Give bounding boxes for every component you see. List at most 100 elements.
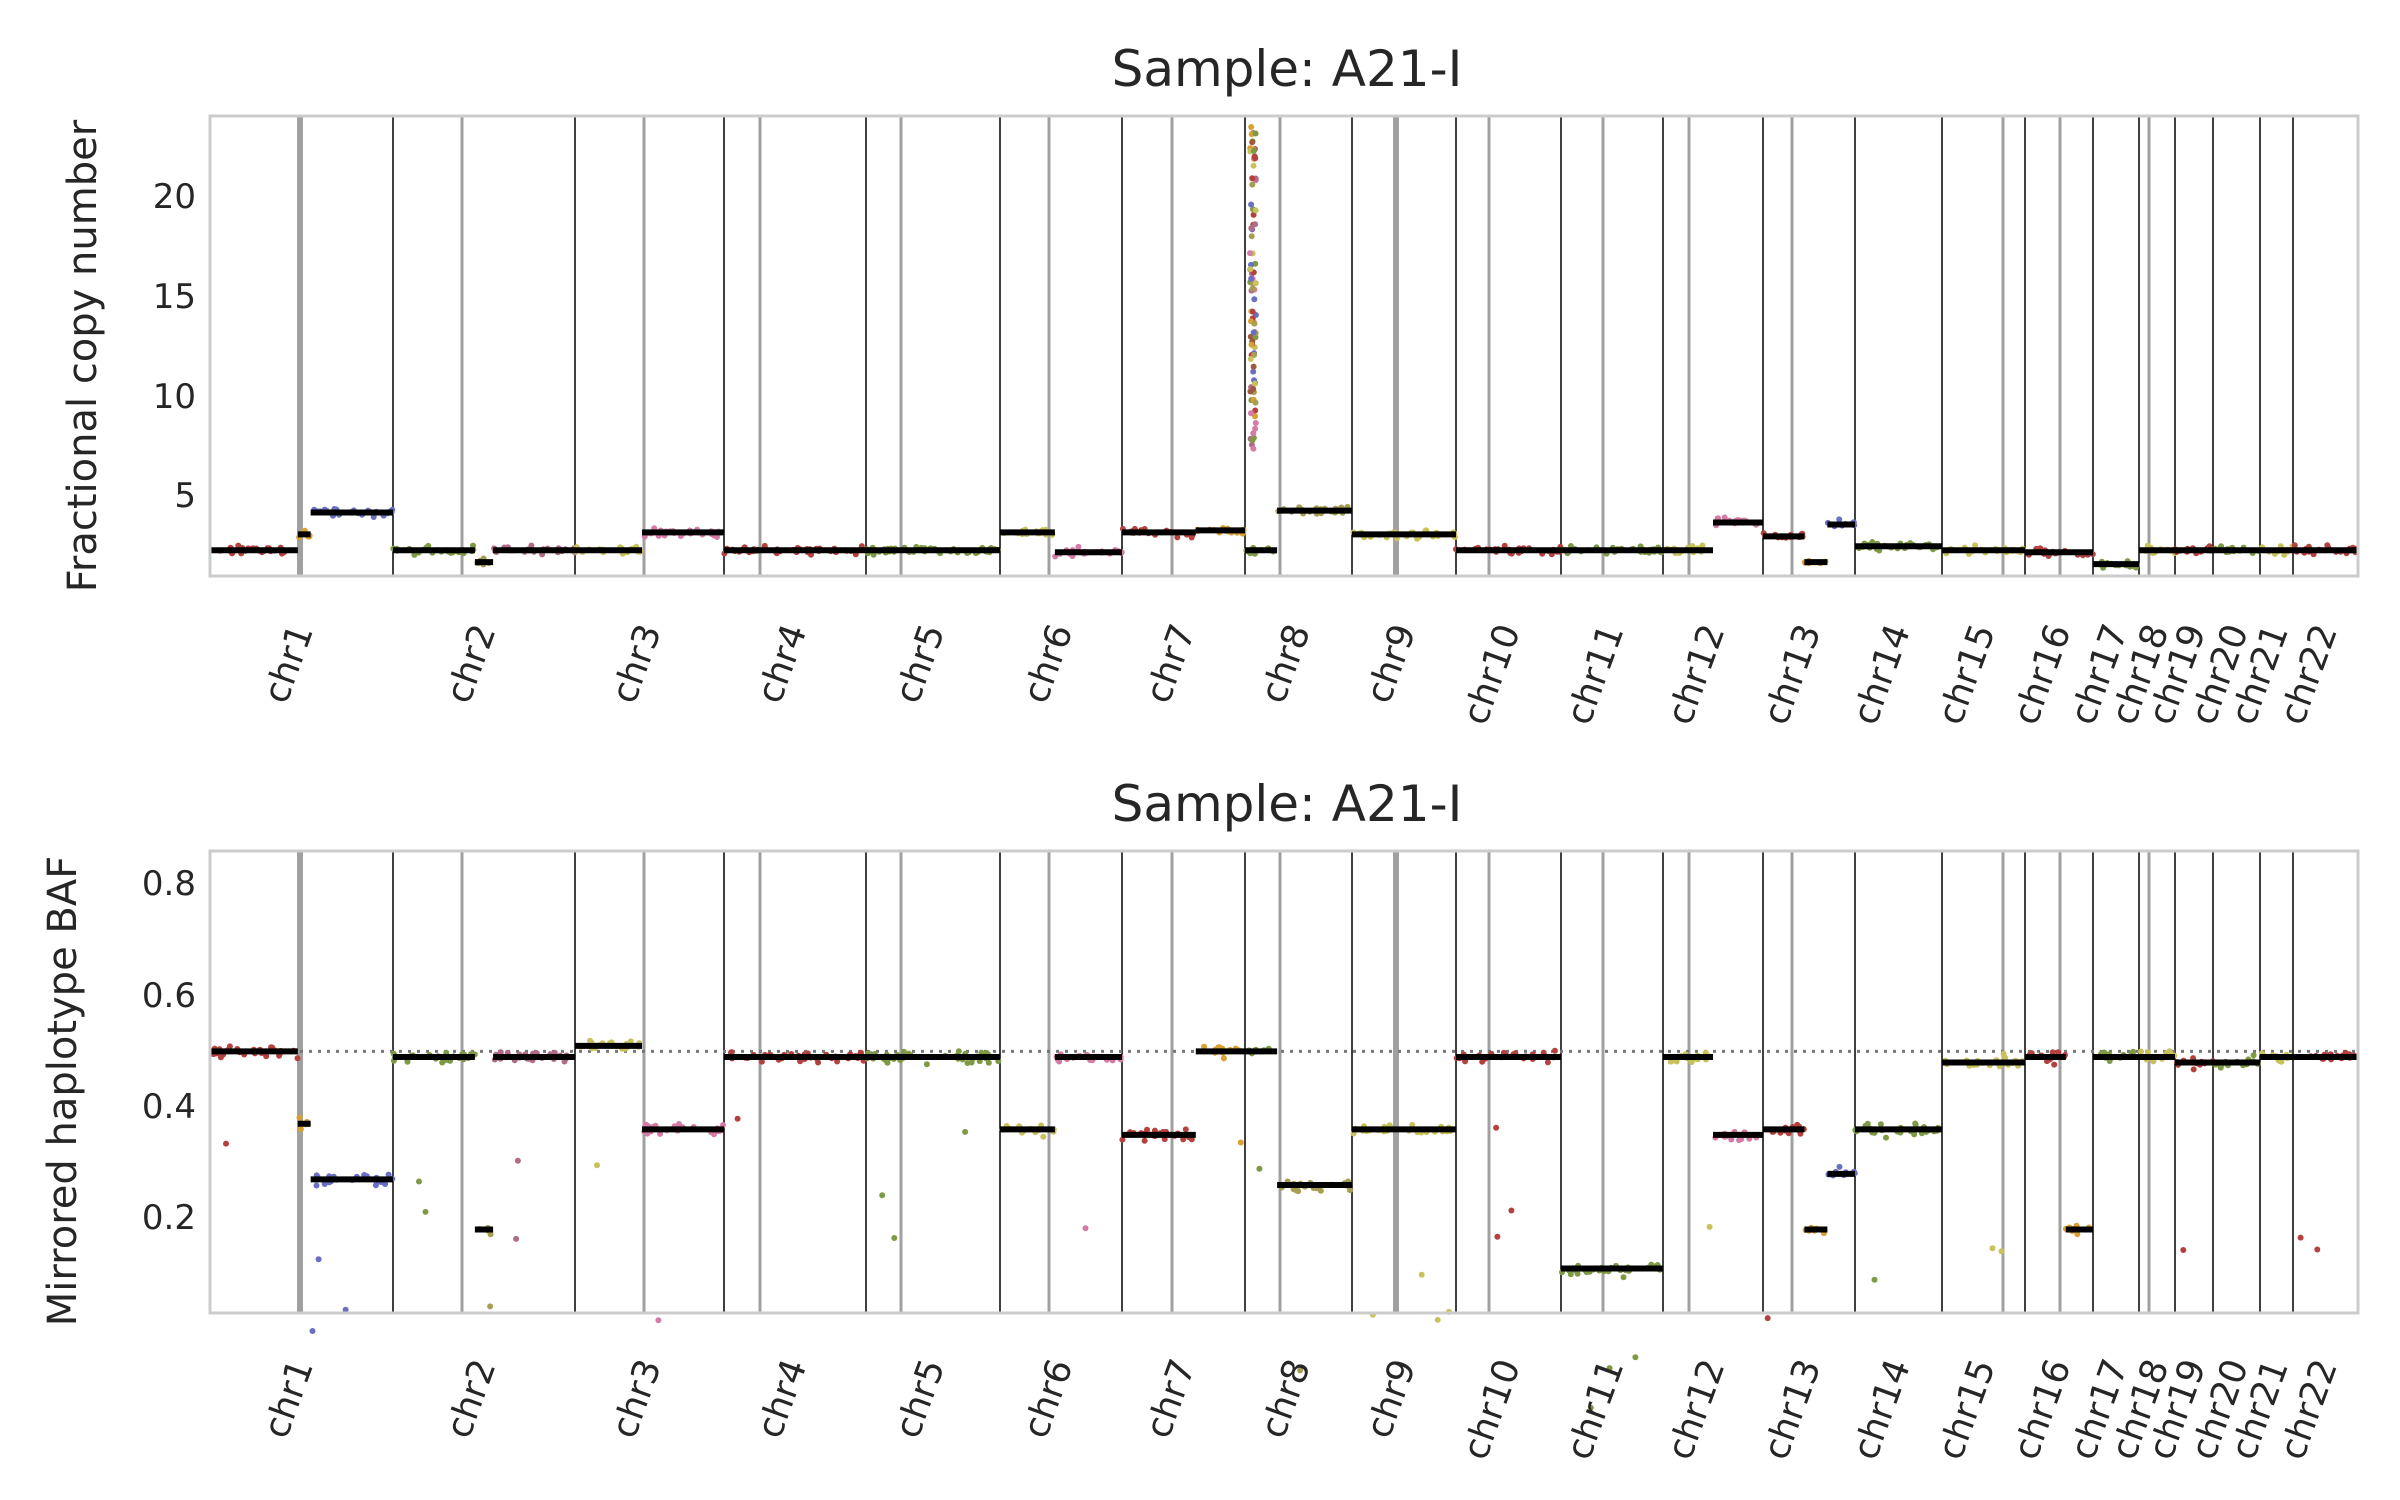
outlier-point — [1250, 386, 1257, 392]
chromosome-label: chr13 — [1756, 1354, 1830, 1465]
copy-number-points — [216, 124, 2359, 571]
data-point — [1297, 1367, 1304, 1374]
data-point — [226, 1043, 233, 1050]
chromosome-label: chr13 — [1756, 619, 1830, 730]
outlier-point — [1247, 356, 1254, 362]
data-point — [676, 1121, 682, 1127]
data-point — [834, 1058, 841, 1065]
data-point — [985, 1059, 992, 1066]
data-point — [528, 542, 535, 549]
data-point — [2180, 1247, 2187, 1253]
data-point — [2250, 1052, 2257, 1059]
chromosome-label: chr4 — [749, 1354, 815, 1444]
chromosome-label: chr12 — [1660, 619, 1734, 730]
data-point — [1864, 1120, 1871, 1127]
data-point — [2145, 1049, 2151, 1056]
data-point — [297, 1126, 304, 1133]
baf-segments — [210, 1042, 2358, 1272]
outlier-point — [1248, 275, 1255, 282]
data-point — [657, 1130, 664, 1137]
data-point — [1237, 1139, 1244, 1146]
copy-number-ytick: 5 — [174, 476, 196, 516]
outlier-point — [1251, 296, 1258, 303]
outlier-point — [1251, 153, 1258, 160]
chromosome-label: chr8 — [1253, 619, 1319, 709]
data-point — [385, 1171, 392, 1178]
chromosome-label: chr10 — [1455, 619, 1529, 730]
data-point — [296, 1114, 303, 1121]
chromosome-label: chr11 — [1559, 1354, 1633, 1465]
data-point — [1040, 1133, 1047, 1140]
copy-number-title: Sample: A21-I — [1112, 40, 1463, 98]
outlier-point — [1250, 368, 1257, 375]
outlier-point — [1248, 124, 1255, 130]
outlier-point — [1248, 410, 1254, 417]
outlier-point — [1252, 221, 1259, 228]
data-point — [2049, 1049, 2056, 1056]
copy-number-axes-frame — [208, 114, 2360, 578]
outlier-point — [1251, 380, 1258, 387]
copy-number-chromosome-labels: chr1 chr2 chr3 chr4 chr5 chr6 chr7 chr8 chr9 chr1… — [256, 619, 2346, 730]
chromosome-label: chr14 — [1845, 619, 1919, 730]
data-point — [1587, 1404, 1594, 1411]
outlier-point — [1247, 333, 1254, 340]
outlier-point — [1250, 147, 1257, 154]
data-point — [2051, 1061, 2058, 1068]
data-point — [309, 1328, 316, 1334]
outlier-point — [1248, 225, 1255, 232]
chromosome-label: chr5 — [887, 1354, 953, 1444]
data-point — [1180, 1136, 1187, 1143]
data-point — [1989, 1245, 1996, 1252]
baf-axes-frame — [208, 849, 2360, 1315]
data-point — [372, 1182, 379, 1189]
data-point — [1972, 542, 1979, 549]
chromosome-label: chr3 — [604, 1354, 670, 1444]
chromosome-label: chr5 — [887, 619, 953, 709]
data-point — [1479, 1058, 1486, 1065]
copy-number-chromosome-dividers — [297, 116, 2294, 576]
data-point — [1688, 1059, 1695, 1066]
outlier-point — [1249, 308, 1256, 315]
outlier-point — [1252, 420, 1259, 426]
baf-ytick: 0.6 — [142, 976, 196, 1016]
data-point — [422, 1208, 429, 1215]
data-point — [1620, 1274, 1627, 1281]
baf-title: Sample: A21-I — [1112, 775, 1463, 833]
outlier-point — [1248, 233, 1255, 240]
data-point — [1606, 1365, 1613, 1372]
chromosome-label: chr7 — [1138, 1354, 1204, 1444]
data-point — [315, 1256, 322, 1263]
chromosome-label: chr10 — [1455, 1354, 1529, 1465]
data-point — [1144, 1126, 1150, 1133]
data-point — [962, 1128, 969, 1135]
data-point — [1256, 1165, 1263, 1172]
chromosome-label: chr1 — [256, 1354, 322, 1444]
chromosome-label: chr4 — [749, 619, 815, 709]
data-point — [342, 1306, 349, 1313]
outlier-point — [1248, 201, 1255, 208]
baf-ylabel: Mirrored haplotype BAF — [40, 856, 86, 1326]
copy-number-ytick: 10 — [153, 377, 196, 417]
data-point — [2278, 1058, 2285, 1065]
data-point — [416, 1178, 422, 1185]
data-point — [217, 1054, 224, 1061]
data-point — [439, 1059, 446, 1066]
outlier-point — [1251, 351, 1258, 358]
chromosome-label: chr2 — [438, 619, 504, 709]
outlier-point — [1249, 437, 1256, 444]
data-point — [655, 1317, 662, 1324]
data-point — [1182, 1126, 1189, 1133]
data-point — [1501, 542, 1508, 549]
data-point — [1418, 1271, 1425, 1278]
outlier-point — [1252, 399, 1259, 406]
data-point — [1912, 1120, 1919, 1127]
data-point — [513, 1235, 520, 1242]
data-point — [758, 1058, 765, 1065]
outlier-point — [1249, 181, 1256, 188]
copy-number-panel: Sample: A21-I Fractional copy number 5 1… — [60, 40, 2360, 730]
data-point — [1201, 1043, 1208, 1050]
outlier-point — [1249, 285, 1256, 292]
chromosome-label: chr15 — [1930, 619, 2004, 730]
outlier-point — [1248, 341, 1255, 348]
data-point — [1082, 1225, 1089, 1232]
